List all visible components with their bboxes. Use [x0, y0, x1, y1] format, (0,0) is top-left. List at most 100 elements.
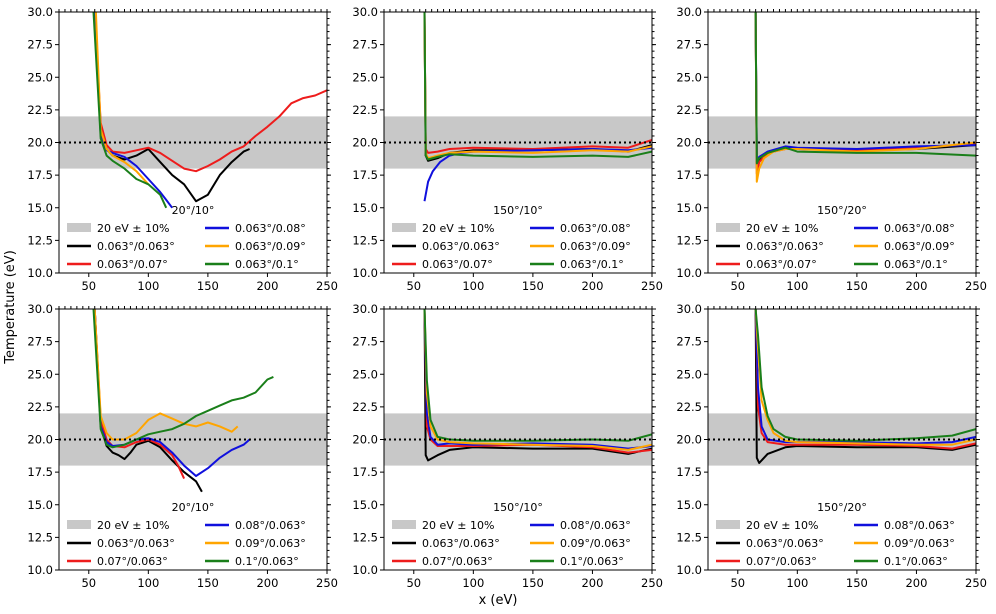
y-tick-label: 12.5 [27, 530, 53, 544]
y-tick-label: 30.0 [352, 5, 378, 19]
legend-label: 20 eV ± 10% [97, 222, 169, 235]
series-line-5 [754, 12, 976, 165]
panel-title: 150°/20° [817, 501, 867, 514]
legend-label: 0.063°/0.1° [884, 258, 948, 271]
y-tick-label: 12.5 [352, 530, 378, 544]
legend-label: 0.063°/0.063° [422, 240, 500, 253]
series-line-5 [754, 309, 976, 442]
x-tick-label: 150 [846, 576, 868, 590]
y-tick-label: 30.0 [352, 302, 378, 316]
legend-label: 0.09°/0.063° [884, 537, 955, 550]
y-tick-label: 22.5 [352, 400, 378, 414]
y-tick-label: 15.0 [676, 201, 702, 215]
y-tick-label: 30.0 [676, 302, 702, 316]
legend-label: 0.09°/0.063° [560, 537, 631, 550]
series-line-2 [93, 309, 186, 480]
panel-title: 150°/10° [493, 204, 543, 217]
x-tick-label: 250 [641, 576, 663, 590]
legend-band-swatch [67, 223, 91, 232]
legend-label: 0.063°/0.063° [422, 537, 500, 550]
legend-label: 20 eV ± 10% [746, 519, 818, 532]
legend-label: 0.063°/0.09° [235, 240, 306, 253]
legend-label: 0.08°/0.063° [884, 519, 955, 532]
y-tick-label: 25.0 [352, 70, 378, 84]
x-tick-label: 100 [137, 576, 159, 590]
y-tick-label: 12.5 [676, 530, 702, 544]
x-tick-label: 50 [81, 576, 96, 590]
series-line-4 [93, 309, 239, 441]
plot-area [423, 12, 652, 202]
panel-title: 150°/10° [493, 501, 543, 514]
legend: 20 eV ± 10% 0.063°/0.063° 0.063°/0.07° 0.06… [716, 222, 955, 271]
x-tick-label: 100 [786, 576, 808, 590]
series-line-1 [93, 309, 203, 493]
y-tick-label: 10.0 [676, 266, 702, 280]
y-tick-label: 15.0 [352, 201, 378, 215]
x-tick-label: 200 [905, 576, 927, 590]
plot-area [754, 309, 976, 464]
y-tick-label: 10.0 [27, 563, 53, 577]
series-line-5 [92, 12, 168, 209]
y-tick-label: 20.0 [27, 136, 53, 150]
y-tick-label: 27.5 [676, 38, 702, 52]
x-tick-label: 150 [197, 279, 219, 293]
y-tick-label: 22.5 [352, 103, 378, 117]
legend-label: 0.063°/0.063° [97, 537, 175, 550]
panel-4: 10.0 12.5 15.0 17.5 20.0 22.5 25.0 27.5 30.0 50 10… [27, 302, 338, 590]
plot-area [92, 12, 327, 209]
legend-label: 0.063°/0.07° [422, 258, 493, 271]
y-tick-label: 27.5 [352, 38, 378, 52]
legend-label: 20 eV ± 10% [97, 519, 169, 532]
y-axis-title: Temperature (eV) [3, 250, 18, 365]
y-tick-label: 27.5 [27, 335, 53, 349]
legend-label: 0.063°/0.1° [560, 258, 624, 271]
x-tick-label: 250 [316, 279, 338, 293]
panel-1: 10.0 12.5 15.0 17.5 20.0 22.5 25.0 27.5 30.0 50 10… [27, 5, 338, 293]
y-tick-label: 17.5 [676, 465, 702, 479]
y-tick-label: 12.5 [352, 233, 378, 247]
series-line-2 [423, 12, 652, 154]
y-tick-label: 25.0 [676, 70, 702, 84]
legend: 20 eV ± 10% 0.063°/0.063° 0.063°/0.07° 0.06… [67, 222, 306, 271]
x-tick-label: 150 [846, 279, 868, 293]
legend-band-swatch [716, 520, 740, 529]
series-line-3 [93, 309, 251, 477]
legend-label: 0.063°/0.08° [235, 222, 306, 235]
y-tick-label: 22.5 [676, 103, 702, 117]
series-line-5 [92, 309, 274, 449]
legend-band-swatch [716, 223, 740, 232]
legend-label: 0.063°/0.1° [235, 258, 299, 271]
legend-label: 20 eV ± 10% [746, 222, 818, 235]
plot-area [92, 309, 274, 493]
tolerance-band [708, 116, 976, 169]
x-tick-label: 100 [786, 279, 808, 293]
y-tick-label: 20.0 [27, 433, 53, 447]
y-tick-label: 15.0 [27, 201, 53, 215]
y-tick-label: 20.0 [676, 433, 702, 447]
y-tick-label: 12.5 [27, 233, 53, 247]
y-tick-label: 12.5 [676, 233, 702, 247]
x-tick-label: 250 [965, 576, 987, 590]
legend-band-swatch [67, 520, 91, 529]
x-tick-label: 150 [522, 576, 544, 590]
x-tick-label: 50 [81, 279, 96, 293]
x-tick-label: 50 [730, 279, 745, 293]
legend-band-swatch [392, 223, 416, 232]
panel-title: 150°/20° [817, 204, 867, 217]
series-line-2 [93, 12, 327, 173]
y-tick-label: 20.0 [352, 433, 378, 447]
y-tick-label: 25.0 [27, 367, 53, 381]
legend-label: 0.063°/0.063° [746, 240, 824, 253]
panel-2: 10.0 12.5 15.0 17.5 20.0 22.5 25.0 27.5 30.0 50 10… [352, 5, 663, 293]
y-tick-label: 15.0 [676, 498, 702, 512]
panel-3: 10.0 12.5 15.0 17.5 20.0 22.5 25.0 27.5 30.0 50 10… [676, 5, 987, 293]
legend-label: 0.063°/0.08° [560, 222, 631, 235]
x-tick-label: 200 [256, 576, 278, 590]
x-tick-label: 200 [581, 576, 603, 590]
y-tick-label: 10.0 [27, 266, 53, 280]
y-tick-label: 17.5 [27, 465, 53, 479]
y-tick-label: 25.0 [676, 367, 702, 381]
y-tick-label: 22.5 [27, 400, 53, 414]
y-tick-label: 22.5 [676, 400, 702, 414]
